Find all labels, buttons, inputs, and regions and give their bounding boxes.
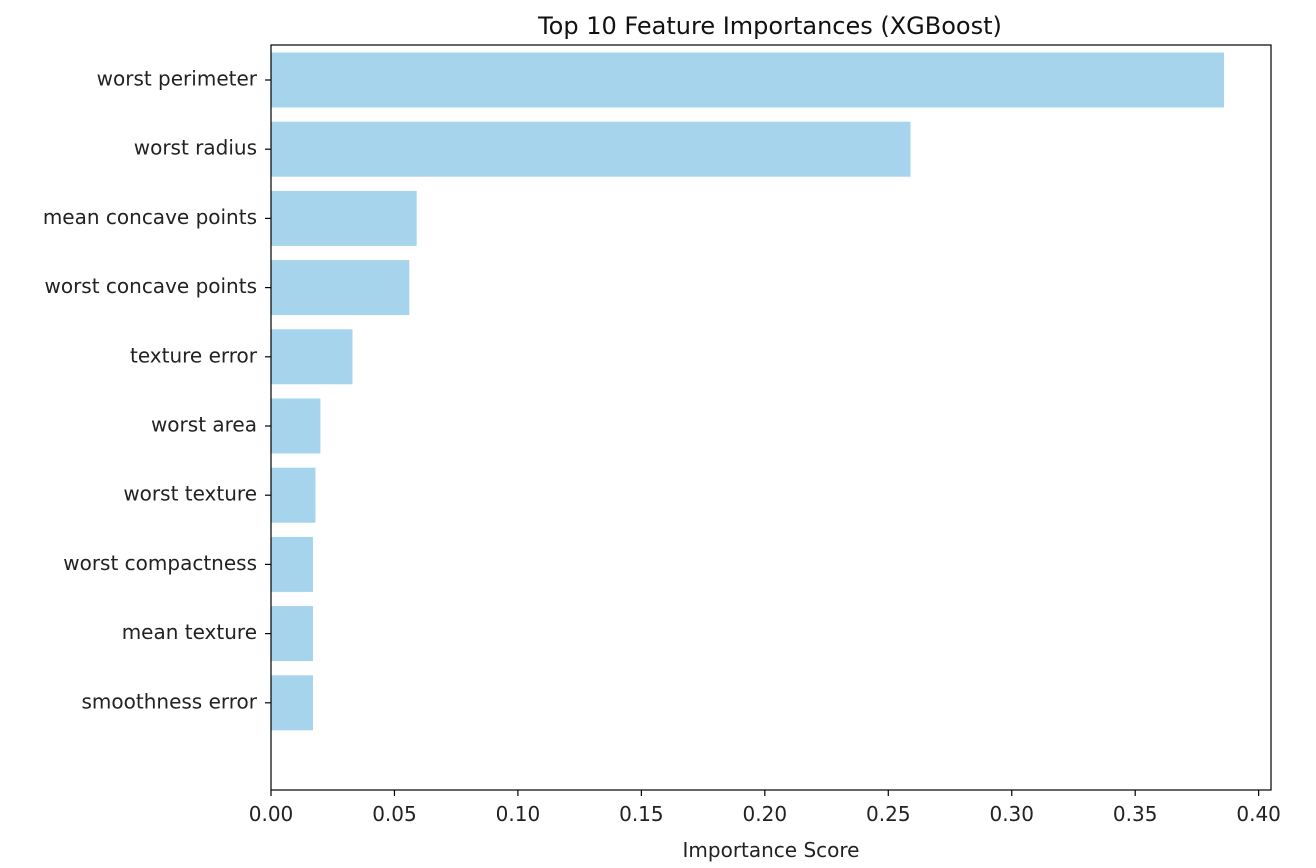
- bar-mean-concave-points: [271, 190, 417, 246]
- bar-worst-texture: [271, 467, 316, 523]
- x-tick-label: 0.10: [496, 802, 541, 826]
- x-tick-label: 0.15: [619, 802, 664, 826]
- x-axis-label: Importance Score: [683, 838, 860, 862]
- y-tick-label: worst radius: [134, 136, 257, 160]
- x-tick-label: 0.30: [989, 802, 1034, 826]
- bar-worst-area: [271, 398, 321, 454]
- bar-mean-texture: [271, 606, 313, 662]
- y-tick-label: worst compactness: [63, 551, 257, 575]
- chart-title: Top 10 Feature Importances (XGBoost): [537, 12, 1002, 40]
- x-axis-ticks: 0.00 0.05 0.10 0.15 0.20 0.25 0.30 0.35 0.40: [249, 790, 1281, 826]
- x-tick-label: 0.05: [372, 802, 417, 826]
- bar-smoothness-error: [271, 675, 313, 731]
- bar-worst-compactness: [271, 536, 313, 592]
- bar-worst-concave-points: [271, 260, 410, 316]
- y-axis-ticks: worst perimeter worst radius mean concave …: [43, 67, 271, 713]
- x-tick-label: 0.40: [1236, 802, 1281, 826]
- y-tick-label: worst concave points: [44, 274, 257, 298]
- y-tick-label: mean texture: [122, 620, 257, 644]
- x-tick-label: 0.20: [743, 802, 788, 826]
- y-tick-label: smoothness error: [82, 689, 258, 713]
- bar-texture-error: [271, 329, 353, 385]
- y-tick-label: worst area: [151, 413, 257, 437]
- y-tick-label: texture error: [130, 343, 258, 367]
- bar-worst-perimeter: [271, 52, 1225, 108]
- bar-worst-radius: [271, 121, 911, 177]
- y-tick-label: worst texture: [123, 482, 257, 506]
- plot-frame: [270, 44, 1272, 791]
- y-tick-label: mean concave points: [43, 205, 257, 229]
- x-tick-label: 0.35: [1113, 802, 1158, 826]
- x-tick-label: 0.25: [866, 802, 911, 826]
- bars-group: [271, 52, 1225, 731]
- x-tick-label: 0.00: [249, 802, 294, 826]
- y-tick-label: worst perimeter: [97, 67, 258, 91]
